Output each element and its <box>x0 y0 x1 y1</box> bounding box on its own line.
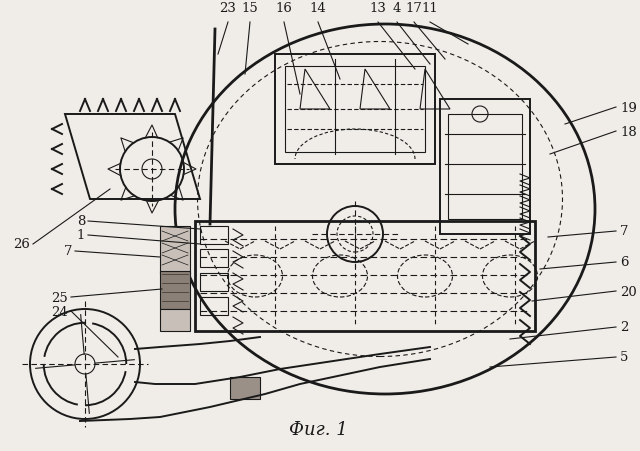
Text: 8: 8 <box>77 215 85 228</box>
Text: 24: 24 <box>51 305 68 318</box>
Text: 25: 25 <box>51 291 68 304</box>
Text: 2: 2 <box>620 321 628 334</box>
Bar <box>195 221 535 331</box>
Bar <box>200 249 228 267</box>
Text: 23: 23 <box>220 2 236 15</box>
Text: 19: 19 <box>620 101 637 114</box>
Text: 13: 13 <box>369 2 387 15</box>
Text: 17: 17 <box>406 2 422 15</box>
Text: 11: 11 <box>422 2 438 15</box>
Text: 7: 7 <box>63 245 72 258</box>
Text: 15: 15 <box>242 2 259 15</box>
Text: 5: 5 <box>620 351 628 364</box>
Text: Фиг. 1: Фиг. 1 <box>289 420 348 438</box>
Text: 18: 18 <box>620 125 637 138</box>
Bar <box>230 377 260 399</box>
Text: 6: 6 <box>620 256 628 269</box>
Text: 14: 14 <box>310 2 326 15</box>
Text: 20: 20 <box>620 285 637 298</box>
Text: 7: 7 <box>620 225 628 238</box>
Text: 26: 26 <box>13 238 30 251</box>
Bar <box>275 55 435 165</box>
Text: 4: 4 <box>393 2 401 15</box>
Bar <box>160 272 190 309</box>
Bar <box>160 309 190 331</box>
Bar <box>200 297 228 315</box>
Text: 16: 16 <box>276 2 292 15</box>
Text: 1: 1 <box>77 229 85 242</box>
Bar <box>448 115 522 220</box>
Bar <box>200 226 228 244</box>
Bar <box>200 273 228 291</box>
Bar <box>160 226 190 274</box>
Bar <box>285 67 425 152</box>
Bar <box>440 100 530 235</box>
